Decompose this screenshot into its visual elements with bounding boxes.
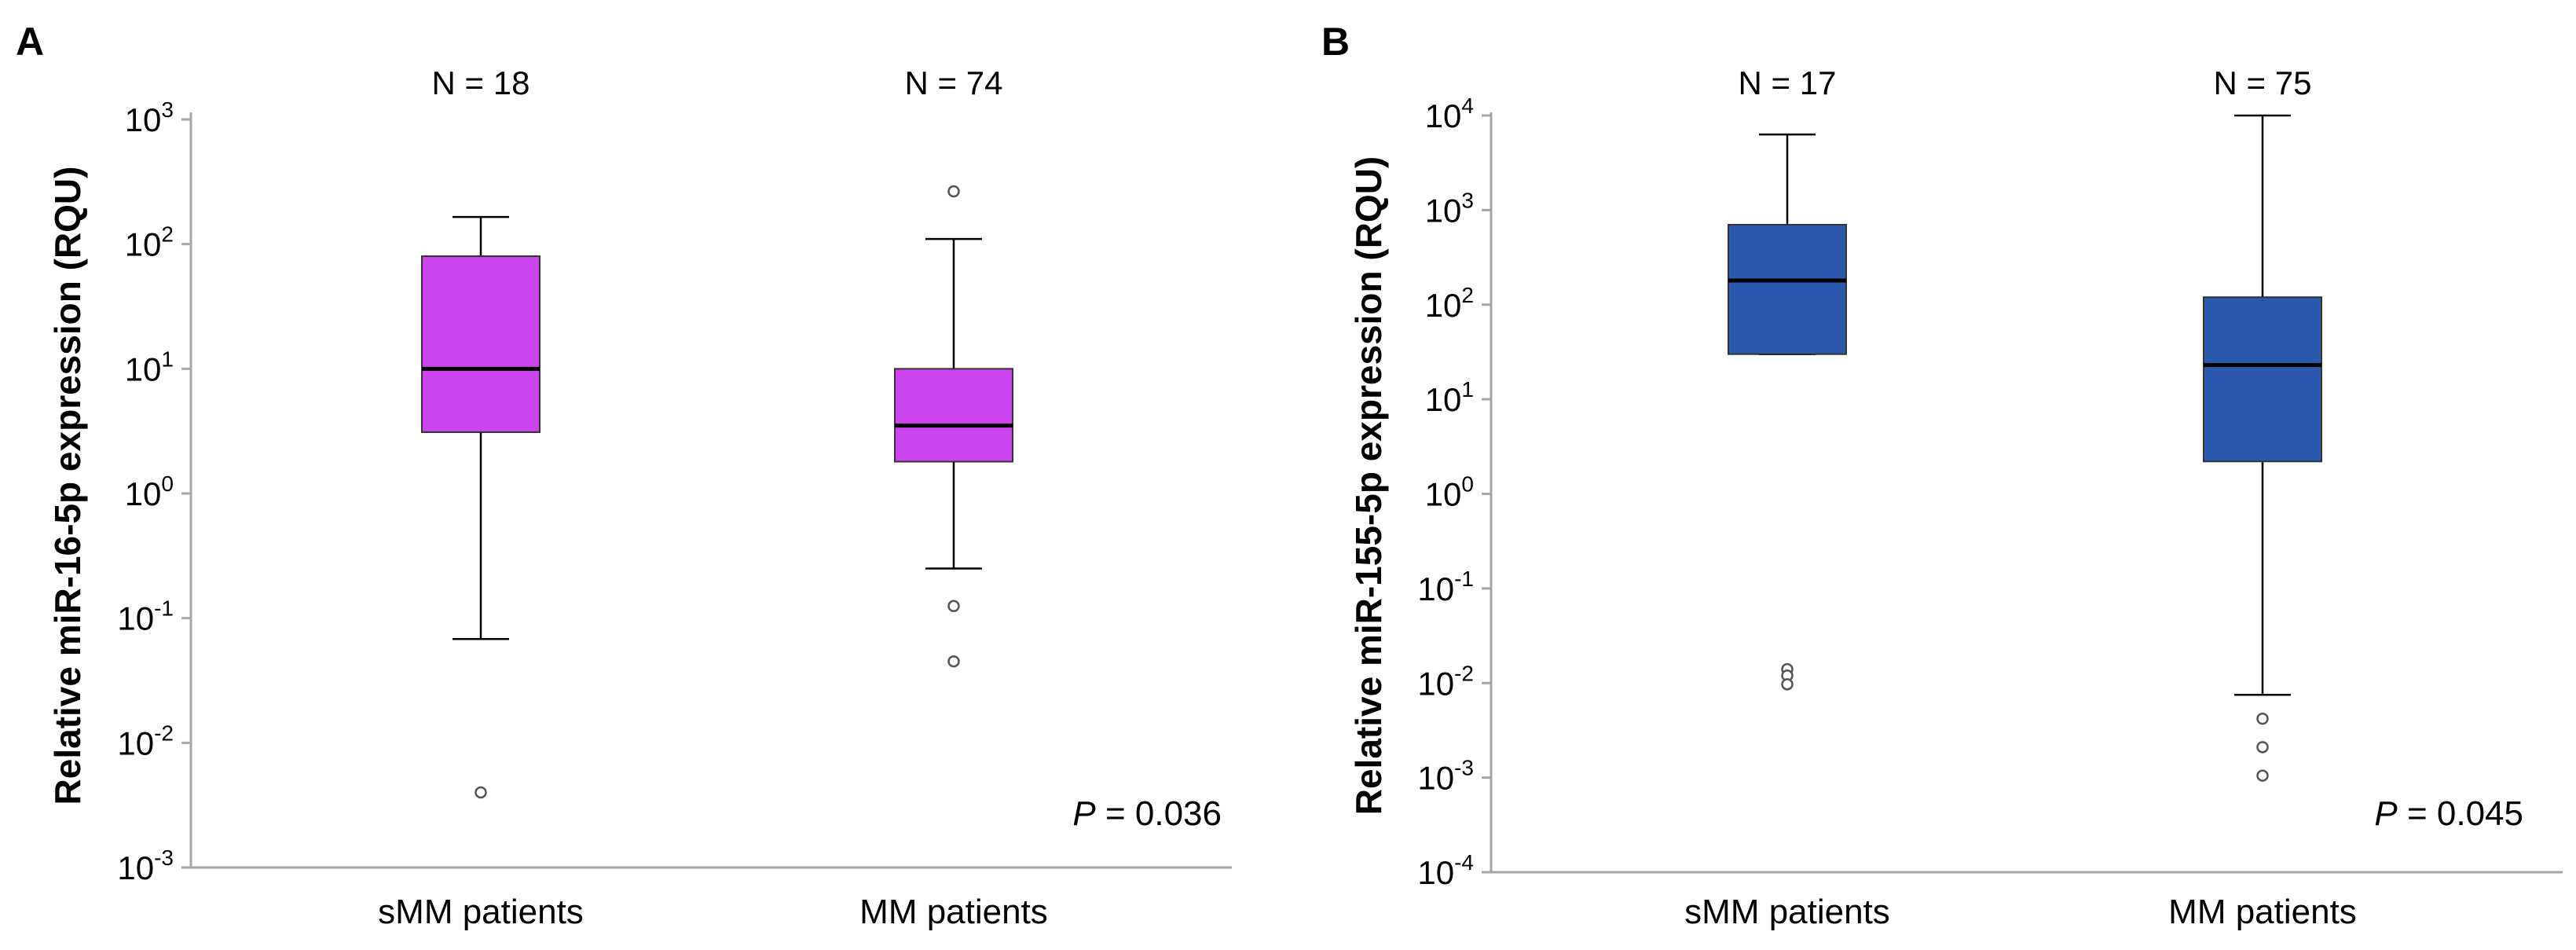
panel-b-y-tick-label: 10-1 <box>1417 567 1474 607</box>
panel-a-label: A <box>16 20 44 64</box>
panel-b-y-tick-label: 10-2 <box>1417 661 1474 702</box>
panel-a-category-mm: MM patients <box>859 893 1048 931</box>
panel-b-p-text: = 0.045 <box>2398 794 2523 833</box>
panel-a-n-label-smm: N = 18 <box>432 64 530 101</box>
panel-b-p-value: P = 0.045 <box>2374 794 2523 833</box>
panel-b-y-tick-label: 10-4 <box>1417 850 1474 891</box>
panel-b-y-tick-label: 102 <box>1425 283 1474 324</box>
outlier-point <box>2256 769 2269 782</box>
panel-a-y-tick-label: 10-2 <box>117 721 174 761</box>
outlier-point <box>947 600 960 613</box>
panel-a-y-tick-label: 101 <box>125 347 174 387</box>
panel-b-y-tick-label: 10-3 <box>1417 756 1474 797</box>
panel-a-p-text: = 0.036 <box>1096 794 1222 833</box>
panel-a-y-tick-label: 102 <box>125 222 174 263</box>
panel-b-n-label-mm: N = 75 <box>2214 64 2312 101</box>
iqr-box <box>2203 296 2322 463</box>
panel-b-y-axis-label: Relative miR-155-5p expression (RQU) <box>1348 156 1389 816</box>
iqr-box <box>421 255 540 434</box>
outlier-point <box>947 655 960 668</box>
panel-a-box-smm <box>421 215 540 799</box>
panel-a: A Relative miR-16-5p expression (RQU) 10… <box>16 20 1232 931</box>
panel-a-boxes <box>421 185 1013 799</box>
panel-a-y-tick-label: 103 <box>125 97 174 138</box>
panel-a-category-smm: sMM patients <box>378 893 584 931</box>
panel-a-y-axis-label: Relative miR-16-5p expression (RQU) <box>47 167 88 805</box>
panel-b-y-tick-label: 100 <box>1425 472 1474 513</box>
panel-b-y-tick-label: 104 <box>1425 94 1474 134</box>
panel-a-p-value: P = 0.036 <box>1072 794 1222 833</box>
outlier-point <box>1781 678 1794 691</box>
panel-a-y-tick-label: 10-1 <box>117 596 174 637</box>
panel-b: B Relative miR-155-5p expression (RQU) 1… <box>1321 20 2563 931</box>
panel-b-y-tick-label: 103 <box>1425 188 1474 229</box>
panel-b-category-smm: sMM patients <box>1684 893 1890 931</box>
panel-b-y-tick-label: 101 <box>1425 377 1474 418</box>
panel-b-boxes <box>1728 114 2322 782</box>
panel-b-label: B <box>1321 20 1350 64</box>
panel-a-box-mm <box>894 185 1013 668</box>
panel-b-n-label-smm: N = 17 <box>1739 64 1837 101</box>
panel-b-category-mm: MM patients <box>2168 893 2357 931</box>
panel-b-box-smm <box>1728 133 1847 691</box>
panel-a-y-ticks: 10-3 10-2 10-1 100 101 102 103 <box>117 97 191 886</box>
panel-a-n-label-mm: N = 74 <box>905 64 1003 101</box>
iqr-box <box>894 368 1013 463</box>
panel-a-y-tick-label: 10-3 <box>117 845 174 886</box>
panel-a-y-tick-label: 100 <box>125 471 174 512</box>
iqr-box <box>1728 224 1847 355</box>
outlier-point <box>2256 741 2269 754</box>
outlier-point <box>475 786 487 799</box>
outlier-point <box>2256 712 2269 725</box>
panel-b-y-ticks: 10-4 10-3 10-2 10-1 100 101 102 103 104 <box>1417 94 1491 891</box>
outlier-point <box>947 185 960 198</box>
panel-b-box-mm <box>2203 114 2322 782</box>
panel-b-p-symbol: P <box>2374 794 2398 833</box>
panel-a-p-symbol: P <box>1072 794 1096 833</box>
